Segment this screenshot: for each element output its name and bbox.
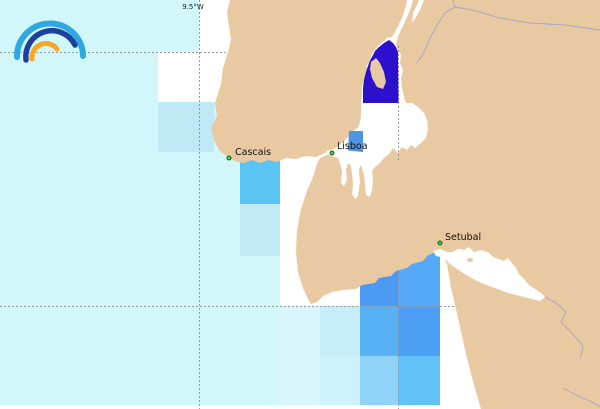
city-marker-setubal	[437, 240, 443, 246]
sado-estuary-water	[433, 247, 545, 301]
city-marker-cascais	[226, 155, 232, 161]
data-cell	[320, 306, 360, 356]
islet	[467, 258, 473, 262]
tagus-upper-river	[416, 6, 600, 64]
no-data-cell	[158, 52, 199, 102]
city-label-setubal: Setubal	[445, 232, 481, 243]
logo-inner-arc-icon	[29, 41, 60, 62]
no-data-cell	[0, 405, 600, 409]
city-label-lisboa: Lisboa	[337, 141, 368, 152]
sado-upper-river	[544, 296, 584, 360]
data-cell	[360, 356, 398, 405]
meridian-label: 9.5°W	[182, 3, 204, 11]
estuary-island	[370, 58, 386, 89]
tagus-estuary-water	[326, 37, 428, 199]
rainbow-logo	[13, 20, 86, 63]
river-spur	[452, 0, 456, 8]
data-cell	[240, 204, 280, 256]
inland-water-layer	[326, 0, 545, 301]
city-label-cascais: Cascais	[235, 147, 271, 158]
data-cell	[398, 356, 440, 405]
logo-outer-arc-icon	[13, 20, 86, 60]
data-cell	[280, 356, 320, 405]
tagus-river-branch	[412, 0, 424, 23]
data-cell	[398, 306, 440, 356]
logo-middle-arc-icon	[23, 27, 78, 63]
rivers-layer	[416, 0, 600, 408]
data-cell	[158, 102, 214, 152]
tagus-river-channel	[390, 0, 413, 44]
data-cell	[280, 306, 320, 356]
data-cell	[360, 306, 398, 356]
river-mouth-cell	[348, 131, 363, 152]
data-cell	[320, 356, 360, 405]
land-north-lisbon	[211, 0, 404, 163]
city-marker-lisboa	[329, 150, 335, 156]
city-markers-layer: Cascais Lisboa Setubal	[226, 141, 481, 246]
sado-islets	[467, 244, 490, 262]
islet	[482, 244, 490, 250]
southeast-river	[562, 387, 600, 408]
